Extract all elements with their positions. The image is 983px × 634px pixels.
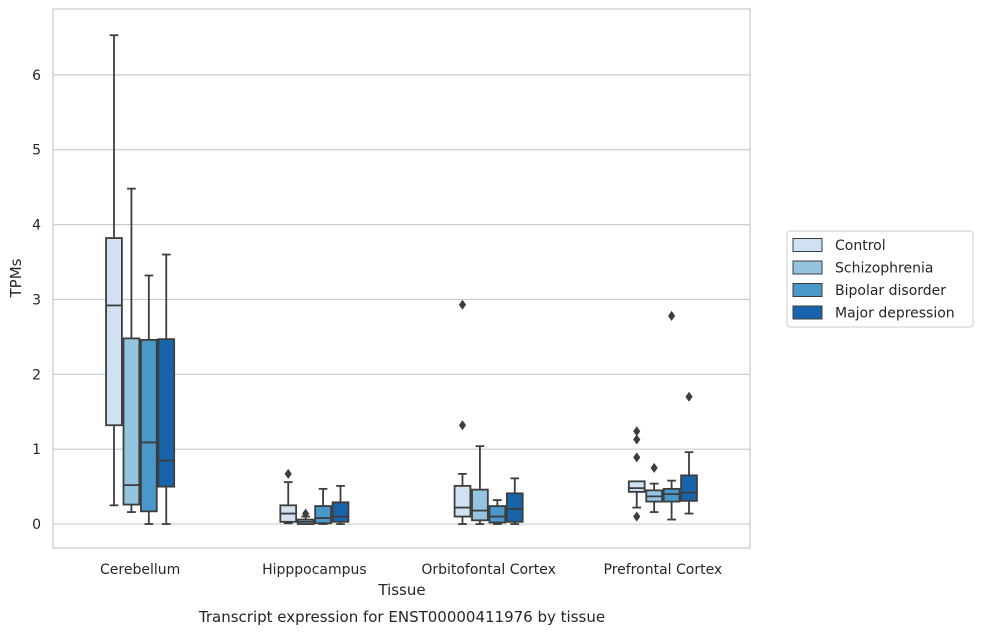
box	[627, 480, 646, 493]
legend-label: Major depression	[835, 306, 955, 322]
y-tick-label: 6	[32, 68, 41, 84]
outlier-marker	[633, 511, 641, 522]
legend-label: Control	[835, 238, 886, 254]
box	[680, 474, 698, 502]
box	[122, 337, 141, 506]
series-schizophrenia	[122, 187, 663, 525]
outlier-marker	[667, 310, 676, 321]
box-group	[505, 477, 524, 525]
legend-swatch	[792, 283, 823, 297]
box	[140, 338, 158, 513]
box	[314, 505, 332, 525]
y-tick-label: 1	[32, 442, 41, 458]
box-group	[157, 253, 176, 525]
box-group	[488, 499, 507, 525]
legend-item: Schizophrenia	[792, 260, 933, 277]
box-group	[140, 274, 158, 525]
outlier-marker	[302, 508, 310, 519]
box-group	[122, 187, 141, 513]
legend-item: Major depression	[792, 305, 955, 322]
box-group	[331, 484, 350, 525]
series-bipolar-disorder	[140, 274, 681, 525]
y-axis-ticks: 0 1 2 3 4 5 6	[32, 68, 41, 533]
box-group	[662, 310, 681, 521]
outlier-marker	[633, 452, 641, 463]
legend: Control Schizophrenia Bipolar disorder Majo…	[786, 230, 974, 328]
outlier-marker	[458, 420, 467, 431]
legend-label: Schizophrenia	[835, 261, 933, 277]
legend-frame	[786, 230, 974, 328]
y-tick-label: 0	[32, 517, 41, 533]
x-tick-label: Hipppocampus	[262, 562, 367, 578]
box	[157, 338, 176, 488]
outlier-marker	[633, 426, 641, 437]
x-axis-label: Tissue	[377, 581, 425, 599]
box-group	[279, 468, 298, 525]
box-group	[296, 508, 315, 525]
box-series	[105, 34, 698, 525]
outlier-marker	[650, 462, 658, 473]
box	[662, 487, 681, 503]
series-major-depression	[157, 253, 698, 525]
x-tick-label: Prefrontal Cortex	[604, 562, 723, 578]
plot-frame	[52, 8, 751, 549]
box	[488, 505, 507, 524]
legend-swatch	[792, 305, 823, 320]
box	[331, 501, 350, 523]
legend-swatch	[792, 238, 823, 252]
box-group	[471, 445, 489, 525]
box-group	[453, 299, 472, 525]
outlier-marker	[685, 391, 693, 402]
box-group	[627, 426, 646, 522]
box	[505, 492, 524, 523]
legend-label: Bipolar disorder	[835, 283, 946, 299]
legend-item: Bipolar disorder	[792, 283, 946, 299]
box-group	[645, 462, 663, 513]
y-axis-label: TPMs	[7, 258, 25, 298]
series-control	[105, 34, 646, 525]
box-group	[680, 391, 698, 515]
y-tick-label: 2	[32, 367, 41, 383]
y-tick-label: 3	[32, 292, 41, 308]
x-tick-label: Orbitofontal Cortex	[421, 562, 556, 578]
box	[471, 488, 489, 522]
chart-caption: Transcript expression for ENST0000041197…	[198, 608, 605, 626]
x-axis-ticks: Cerebellum Hipppocampus Orbitofontal Corte…	[100, 562, 722, 578]
x-tick-label: Cerebellum	[100, 562, 180, 578]
box	[105, 237, 123, 427]
box	[453, 484, 472, 518]
y-tick-label: 5	[32, 143, 41, 159]
legend-item: Control	[792, 238, 886, 254]
box-group	[314, 487, 332, 525]
outlier-marker	[633, 434, 641, 445]
outlier-marker	[458, 299, 467, 310]
y-tick-label: 4	[32, 218, 41, 234]
legend-swatch	[792, 260, 823, 275]
outlier-marker	[284, 468, 292, 479]
box-group	[105, 34, 123, 507]
